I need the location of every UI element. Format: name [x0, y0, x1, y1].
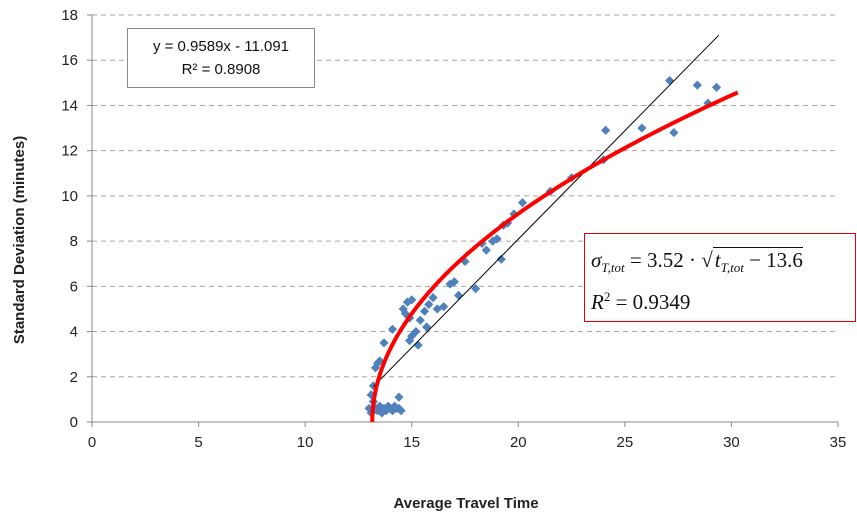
linear-trendline: [372, 34, 719, 387]
data-point: [387, 324, 398, 334]
y-tick-label: 12: [61, 143, 78, 160]
y-tick-label: 2: [70, 369, 78, 386]
data-point: [411, 326, 421, 337]
sqrt-fit-equation: σT,tot = 3.52 · √tT,tot − 13.6: [591, 247, 803, 276]
data-point: [692, 80, 702, 90]
data-point: [439, 302, 449, 312]
y-tick-label: 4: [70, 324, 78, 341]
data-point: [669, 127, 679, 138]
tick-labels: 0 2 4 6 8 10 12 14 16 18 0 5 10 15 20 25 30 35: [61, 7, 846, 451]
sigma-symbol: σ: [591, 248, 602, 272]
data-point: [445, 279, 455, 289]
y-tick-label: 6: [70, 278, 78, 295]
x-tick-label: 15: [403, 434, 420, 451]
radicand-constant: 13.6: [766, 248, 803, 272]
data-point: [404, 336, 415, 346]
x-tick-label: 25: [617, 434, 634, 451]
y-tick-label: 8: [70, 233, 78, 250]
data-point: [415, 315, 425, 325]
data-point: [379, 338, 389, 348]
data-point: [424, 299, 434, 310]
data-point: [471, 283, 481, 294]
data-point: [394, 392, 404, 402]
data-point: [366, 390, 376, 400]
x-tick-label: 35: [830, 434, 847, 451]
data-point: [428, 293, 438, 303]
sigma-subscript: T,tot: [601, 260, 625, 276]
sqrt-fit-curve: [370, 90, 739, 423]
x-tick-label: 0: [88, 434, 96, 451]
x-tick-label: 10: [297, 434, 314, 451]
fit-lines: [370, 34, 739, 423]
x-tick-label: 30: [723, 434, 740, 451]
radicand-variable: t: [714, 248, 721, 272]
data-point: [481, 245, 491, 255]
data-point: [454, 290, 464, 300]
data-point: [407, 295, 417, 305]
radicand-subscript: T,tot: [720, 260, 744, 276]
x-tick-label: 20: [510, 434, 527, 451]
linear-fit-equation: y = 0.9589x - 11.091: [152, 38, 290, 55]
r2-value: 0.9349: [632, 290, 691, 314]
sqrt-fit-r2: R2 = 0.9349: [591, 289, 691, 314]
data-point: [711, 82, 722, 92]
y-axis-title: Standard Deviation (minutes): [11, 136, 28, 344]
radical-sign: √: [701, 248, 713, 272]
sqrt-fit-label: σT,tot = 3.52 · √tT,tot − 13.6 R2 = 0.93…: [584, 233, 856, 322]
data-point: [398, 304, 408, 314]
x-axis-title: Average Travel Time: [393, 495, 538, 512]
data-point: [449, 277, 459, 287]
sqrt-coefficient: 3.52: [646, 248, 684, 272]
data-point: [419, 306, 430, 316]
data-point: [665, 75, 675, 86]
y-tick-label: 10: [61, 188, 78, 205]
data-point: [413, 340, 423, 350]
y-tick-label: 14: [61, 97, 78, 114]
data-point: [517, 198, 528, 208]
data-point: [637, 123, 647, 133]
data-points: [364, 75, 722, 418]
data-point: [432, 304, 442, 314]
y-tick-label: 16: [61, 52, 78, 69]
data-point: [496, 254, 506, 264]
data-point: [488, 236, 498, 246]
data-point: [402, 297, 413, 307]
y-tick-label: 0: [70, 414, 78, 431]
radicand: tT,tot − 13.6: [712, 247, 803, 276]
data-point: [373, 406, 383, 416]
data-point: [492, 234, 502, 244]
data-point: [601, 125, 611, 135]
data-point: [396, 406, 406, 416]
r2-symbol: R: [591, 290, 604, 314]
data-point: [703, 98, 713, 108]
linear-fit-r2: R² = 0.8908: [181, 61, 261, 78]
data-point: [422, 322, 432, 332]
axes: [87, 14, 839, 427]
y-tick-label: 18: [61, 7, 78, 24]
data-point: [377, 408, 387, 418]
linear-fit-label: y = 0.9589x - 11.091 R² = 0.8908: [127, 28, 315, 88]
x-tick-label: 5: [194, 434, 202, 451]
